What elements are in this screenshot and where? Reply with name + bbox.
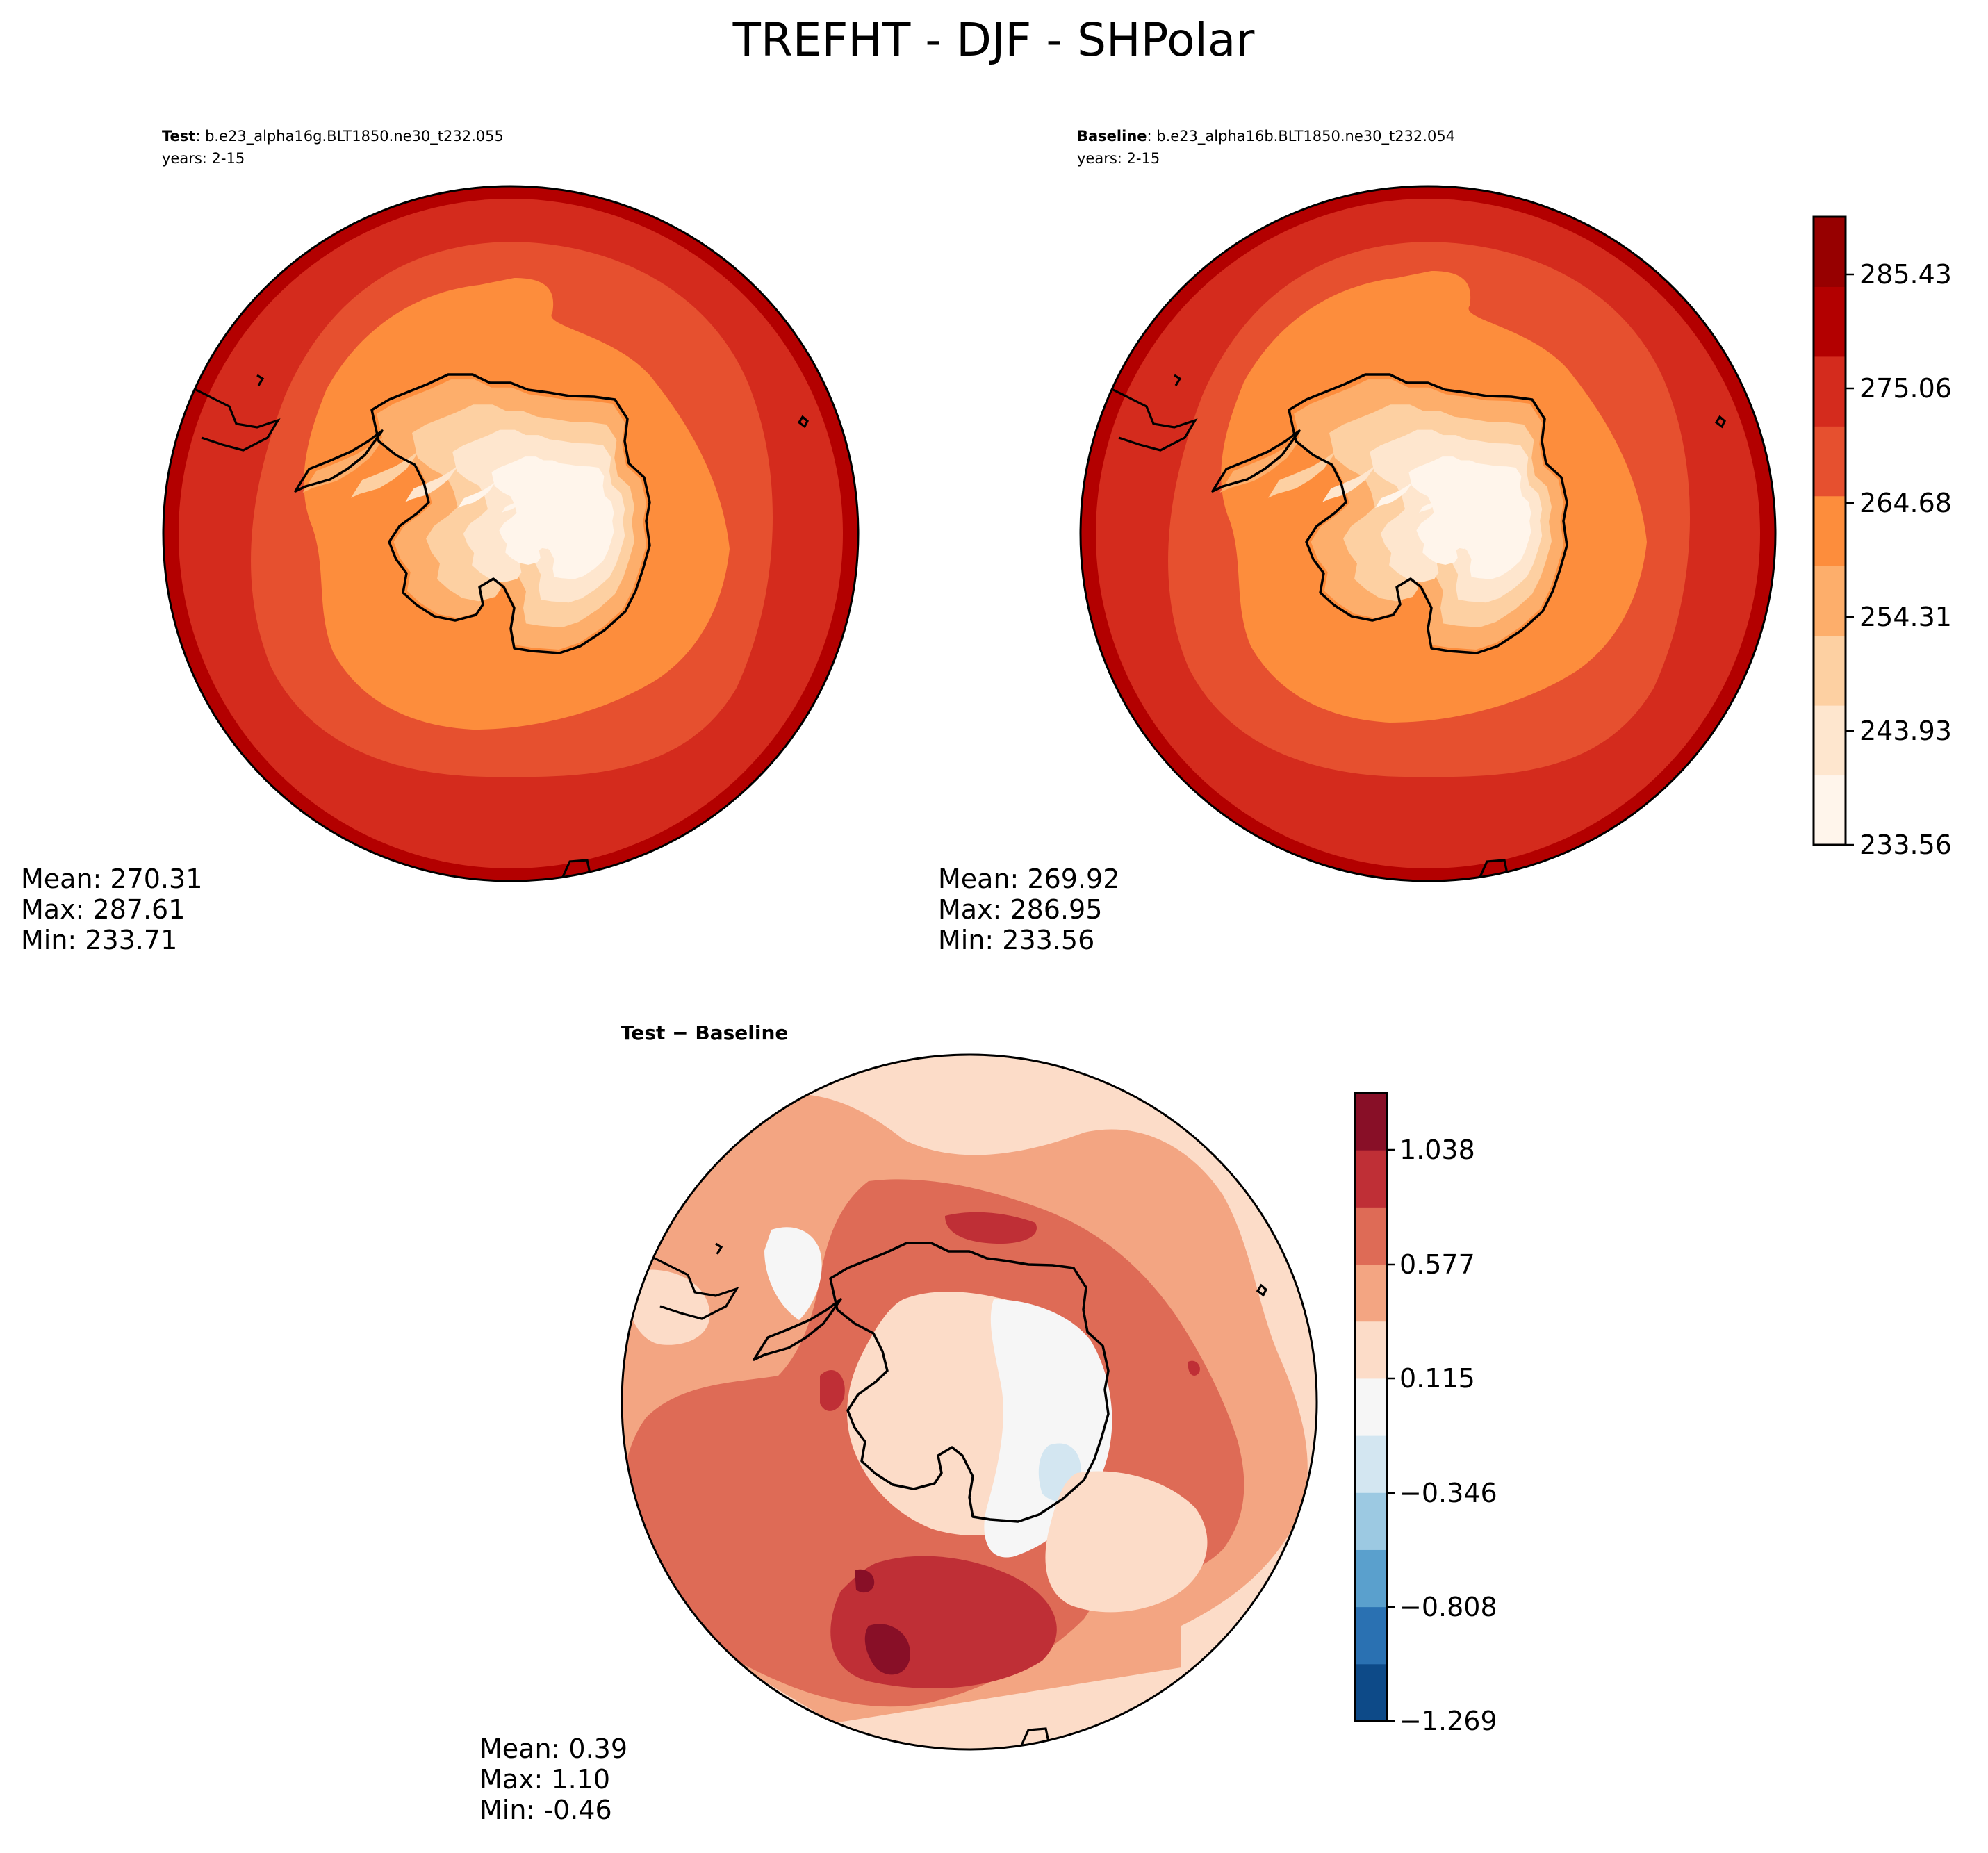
main-colorbar-frame: [1812, 215, 1847, 846]
diff-stat-min: Min: -0.46: [479, 1795, 612, 1825]
test-stat-min: Min: 233.71: [21, 925, 177, 955]
test-label: Test: b.e23_alpha16g.BLT1850.ne30_t232.0…: [162, 128, 504, 145]
diff-colorbar-tick-label: 0.115: [1399, 1363, 1475, 1394]
main-colorbar-swatch: [1814, 775, 1846, 846]
diff-colorbar-swatch: [1355, 1207, 1387, 1265]
diff-label: Test − Baseline: [621, 1021, 788, 1044]
main-colorbar-ticks: [1846, 273, 1854, 846]
baseline-map: [1081, 186, 1775, 881]
diff-colorbar: 1.038 0.577 0.115 −0.346 −0.808 −1.269: [1354, 1092, 1497, 1736]
baseline-years: years: 2-15: [1077, 150, 1160, 167]
test-label-rest: : b.e23_alpha16g.BLT1850.ne30_t232.055: [195, 128, 504, 145]
diff-colorbar-swatch: [1355, 1435, 1387, 1493]
diff-map: [622, 1055, 1317, 1749]
baseline-stat-mean: Mean: 269.92: [938, 864, 1119, 894]
main-colorbar-swatch: [1814, 566, 1846, 636]
test-years: years: 2-15: [162, 150, 245, 167]
test-map: [163, 186, 858, 881]
diff-colorbar-swatch: [1355, 1150, 1387, 1208]
diff-colorbar-frame: [1354, 1092, 1388, 1722]
diff-colorbar-tick-label: 1.038: [1399, 1135, 1475, 1165]
baseline-stat-min: Min: 233.56: [938, 925, 1094, 955]
figure-title: TREFHT - DJF - SHPolar: [732, 13, 1256, 67]
main-colorbar: 285.43 275.06 264.68 254.31 243.93 233.5…: [1812, 215, 1952, 860]
diff-colorbar-tick-label: −0.808: [1399, 1592, 1497, 1622]
main-colorbar-tick-label: 275.06: [1859, 373, 1952, 404]
diff-panel: Test − Baseline Me: [479, 1021, 1318, 1825]
diff-colorbar-swatch: [1355, 1378, 1387, 1436]
diff-colorbar-ticks: [1387, 1148, 1395, 1722]
main-colorbar-tick-label: 254.31: [1859, 602, 1952, 632]
main-colorbar-tick-label: 243.93: [1859, 716, 1952, 746]
diff-colorbar-tick-label: 0.577: [1399, 1249, 1475, 1280]
main-colorbar-swatch: [1814, 356, 1846, 427]
diff-colorbar-swatch: [1355, 1492, 1387, 1550]
baseline-label: Baseline: b.e23_alpha16b.BLT1850.ne30_t2…: [1077, 128, 1455, 145]
main-colorbar-swatch: [1814, 495, 1846, 566]
test-stat-max: Max: 287.61: [21, 894, 185, 925]
diff-colorbar-swatch: [1355, 1093, 1387, 1151]
main-colorbar-swatch: [1814, 286, 1846, 357]
main-colorbar-swatch: [1814, 426, 1846, 497]
baseline-label-bold: Baseline: [1077, 128, 1147, 145]
main-colorbar-swatch: [1814, 705, 1846, 776]
baseline-stat-max: Max: 286.95: [938, 894, 1102, 925]
main-colorbar-tick-label: 285.43: [1859, 259, 1952, 290]
main-colorbar-swatch: [1814, 635, 1846, 706]
diff-colorbar-swatch: [1355, 1606, 1387, 1665]
diff-colorbar-swatch: [1355, 1663, 1387, 1722]
diff-stat-max: Max: 1.10: [479, 1764, 610, 1795]
baseline-panel: Baseline: b.e23_alpha16b.BLT1850.ne30_t2…: [938, 128, 1777, 955]
main-colorbar-swatches: [1814, 217, 1846, 846]
diff-colorbar-swatch: [1355, 1264, 1387, 1322]
diff-stat-mean: Mean: 0.39: [479, 1733, 627, 1764]
main-colorbar-swatch: [1814, 217, 1846, 287]
diff-colorbar-tick-label: −0.346: [1399, 1478, 1497, 1508]
test-label-bold: Test: [162, 128, 195, 145]
diff-colorbar-swatch: [1355, 1549, 1387, 1608]
baseline-label-rest: : b.e23_alpha16b.BLT1850.ne30_t232.054: [1147, 128, 1456, 145]
main-colorbar-tick-label: 264.68: [1859, 488, 1952, 518]
diff-colorbar-tick-label: −1.269: [1399, 1706, 1497, 1736]
diff-colorbar-swatch: [1355, 1321, 1387, 1379]
main-colorbar-tick-label: 233.56: [1859, 830, 1952, 860]
test-stat-mean: Mean: 270.31: [21, 864, 202, 894]
diff-colorbar-swatches: [1355, 1093, 1387, 1722]
test-panel: Test: b.e23_alpha16g.BLT1850.ne30_t232.0…: [21, 128, 860, 955]
